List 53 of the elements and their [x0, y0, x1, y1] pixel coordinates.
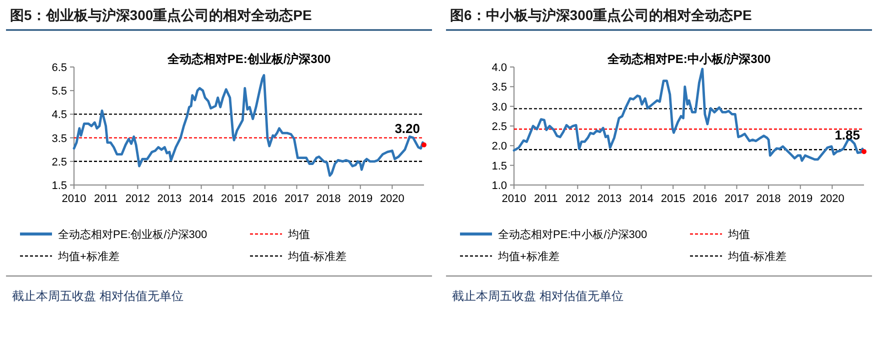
text: 截止本周五收盘 相对估值无单位 [452, 289, 624, 303]
x-tick-label: 2018 [316, 193, 341, 205]
chart-title: 图5：创业板与沪深300重点公司的相对全动态PE [10, 7, 312, 23]
legend-label: 全动态相对PE:中小板/沪深300 [498, 228, 648, 241]
x-tick-label: 2010 [62, 193, 86, 205]
x-tick-label: 2017 [724, 193, 749, 205]
line-series [512, 68, 866, 162]
x-tick-label: 2016 [692, 193, 718, 205]
x-tick-label: 2012 [565, 193, 590, 205]
y-tick-label: 6.5 [52, 62, 67, 74]
y-tick-label: 1.0 [492, 180, 507, 192]
y-tick-label: 1.5 [492, 160, 507, 172]
x-tick-label: 2012 [125, 193, 150, 205]
x-tick-label: 2020 [380, 193, 404, 205]
x-tick-label: 2011 [94, 193, 118, 205]
y-tick-label: 1.5 [52, 180, 67, 192]
legend-label: 均值 [727, 229, 750, 241]
x-tick-label: 2018 [756, 193, 781, 205]
y-tick-label: 5.5 [52, 86, 67, 98]
x-tick-label: 2014 [189, 193, 214, 205]
chart-subtitle: 全动态相对PE:中小板/沪深300 [606, 52, 772, 66]
y-tick-label: 4.5 [52, 109, 67, 122]
x-tick-label: 2013 [597, 193, 622, 205]
legend-label: 均值-标准差 [727, 250, 787, 263]
legend-label: 均值+标准差 [57, 250, 120, 263]
y-tick-label: 3.5 [52, 132, 67, 145]
x-tick-label: 2015 [660, 193, 686, 205]
x-tick-label: 2019 [788, 193, 813, 205]
legend-label: 全动态相对PE:创业板/沪深300 [58, 228, 208, 241]
x-tick-label: 2013 [157, 193, 182, 205]
x-tick-label: 2017 [284, 193, 309, 205]
x-tick-label: 2011 [534, 193, 558, 205]
legend-label: 均值-标准差 [287, 250, 347, 263]
y-tick-label: 3.0 [492, 101, 507, 114]
y-tick-label: 3.5 [492, 82, 507, 94]
y-tick-label: 2.5 [492, 121, 507, 133]
x-tick-label: 2014 [629, 193, 654, 205]
x-tick-label: 2016 [252, 193, 278, 205]
text: 截止本周五收盘 相对估值无单位 [12, 289, 184, 303]
annotation: 3.20 [394, 120, 420, 136]
chart-subtitle: 全动态相对PE:创业板/沪深300 [166, 52, 332, 66]
legend-label: 均值 [287, 229, 310, 241]
x-tick-label: 2015 [220, 193, 246, 205]
y-tick-label: 2.0 [492, 140, 507, 153]
y-tick-label: 4.0 [492, 62, 507, 74]
annotation: 1.85 [834, 128, 860, 143]
x-tick-label: 2010 [502, 193, 526, 205]
x-tick-label: 2019 [348, 193, 373, 205]
y-tick-label: 2.5 [52, 156, 67, 168]
chart-title: 图6：中小板与沪深300重点公司的相对全动态PE [450, 7, 752, 23]
legend-label: 均值+标准差 [497, 250, 560, 263]
x-tick-label: 2020 [820, 193, 844, 205]
line-series [72, 74, 426, 177]
